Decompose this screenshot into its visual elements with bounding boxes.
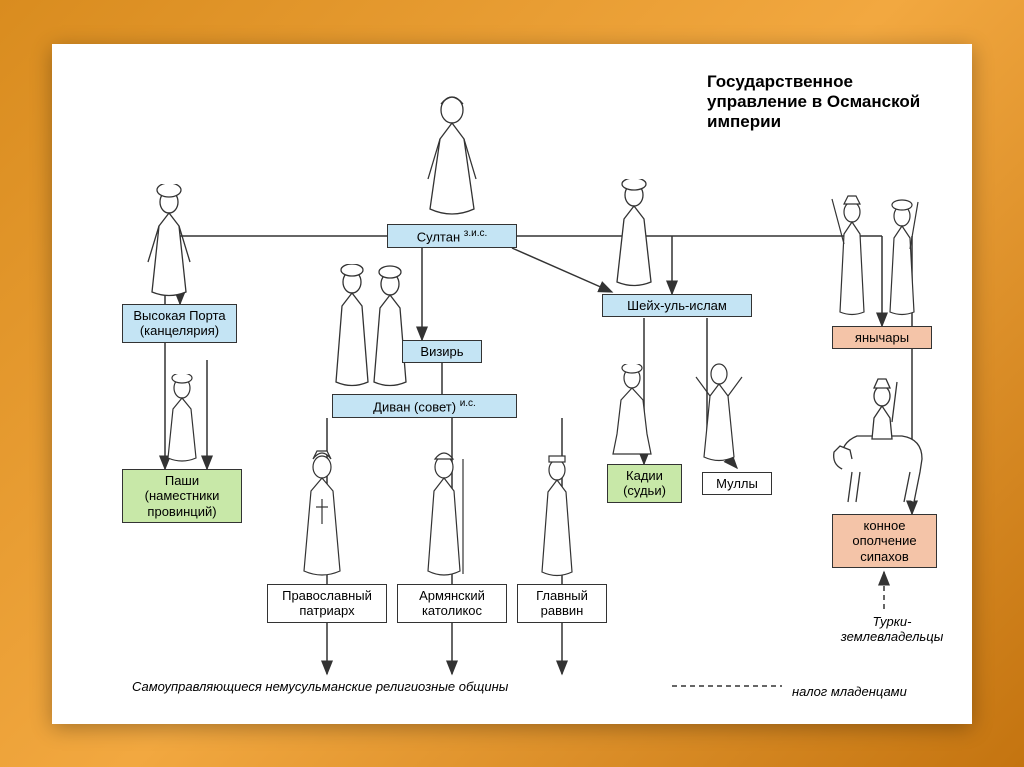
figure-katolikos — [417, 449, 472, 584]
figure-mully — [692, 359, 747, 469]
node-pashi: Паши (наместники провинций) — [122, 469, 242, 524]
node-sultan: Султан з.и.с. — [387, 224, 517, 249]
figure-ravvin — [532, 454, 582, 584]
node-porta: Высокая Порта (канцелярия) — [122, 304, 237, 343]
node-sheikh: Шейх-уль-ислам — [602, 294, 752, 318]
node-katolikos: Армянский католикос — [397, 584, 507, 623]
node-divan: Диван (совет) и.с. — [332, 394, 517, 419]
node-mully: Муллы — [702, 472, 772, 496]
node-label: Диван (совет) — [373, 399, 456, 414]
node-patriarch: Православный патриарх — [267, 584, 387, 623]
node-ravvin: Главный раввин — [517, 584, 607, 623]
gradient-frame: Государственное управление в Османской и… — [0, 0, 1024, 767]
figure-porta-official — [142, 184, 197, 304]
figure-patriarch — [292, 449, 352, 584]
figure-vizirs — [322, 264, 422, 394]
figure-sipahi-horseman — [822, 374, 937, 514]
figure-sheikh — [607, 179, 662, 294]
diagram-title: Государственное управление в Османской и… — [707, 72, 947, 133]
node-kadii: Кадии (судьи) — [607, 464, 682, 503]
node-yanychary: янычары — [832, 326, 932, 350]
caption-obshiny: Самоуправляющиеся немусульманские религи… — [132, 679, 692, 695]
figure-yanychary — [822, 194, 937, 324]
node-vizir: Визирь — [402, 340, 482, 364]
node-sup: з.и.с. — [464, 228, 488, 239]
figure-pashi — [157, 374, 207, 469]
caption-turki: Турки-землевладельцы — [827, 614, 957, 645]
diagram-sheet: Государственное управление в Османской и… — [52, 44, 972, 724]
node-sipahi: конное ополчение сипахов — [832, 514, 937, 569]
figure-kadii — [607, 364, 657, 464]
caption-nalog: налог младенцами — [792, 684, 952, 700]
figure-sultan — [422, 94, 482, 224]
node-sup: и.с. — [460, 398, 476, 409]
node-label: Султан — [417, 229, 460, 244]
